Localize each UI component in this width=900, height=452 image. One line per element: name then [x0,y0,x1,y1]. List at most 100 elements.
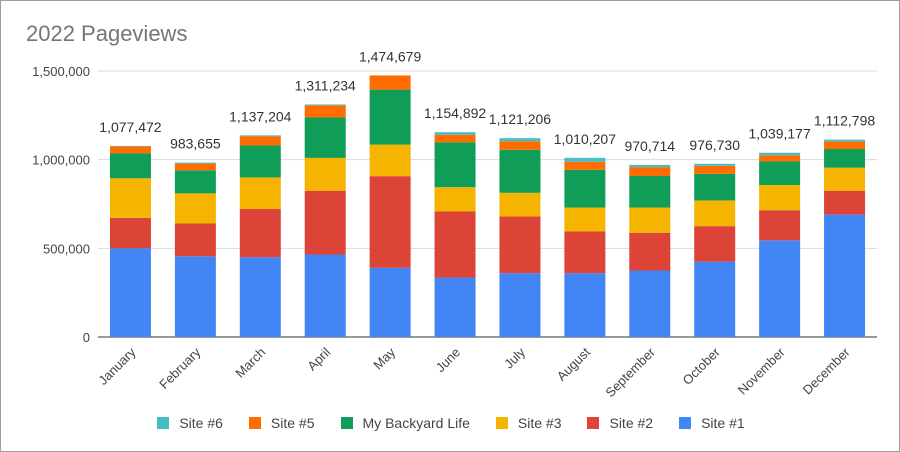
bar-segment [174,163,216,171]
legend-item: Site #6 [157,415,223,431]
bar-segment [759,155,801,162]
y-tick-label: 500,000 [43,241,90,256]
total-label: 1,474,679 [359,48,421,64]
total-label: 1,137,204 [229,108,291,124]
bar-segment [694,226,736,262]
bar-segment [499,149,541,193]
bar-segment [369,89,411,145]
bar-segment [304,105,346,118]
bar-segment [824,214,866,337]
y-tick-label: 0 [83,330,90,345]
legend-item: Site #2 [587,415,653,431]
total-label: 1,010,207 [554,131,616,147]
bar-segment [434,134,476,143]
bar-segment [239,135,281,137]
x-tick-label: June [433,345,464,376]
bar-segment [304,254,346,337]
x-tick-label: August [554,344,593,383]
legend-label: Site #1 [701,415,745,431]
bar-segment [434,132,476,135]
legend-swatch [587,417,600,429]
bar-segment [499,138,541,142]
bar-segment [304,157,346,191]
bar-segment [434,142,476,188]
bar-segment [694,200,736,227]
x-tick-label: November [735,344,788,397]
x-tick-label: December [800,344,853,397]
bar-segment [564,273,606,337]
total-label: 1,121,206 [489,111,551,127]
bar-segment [174,256,216,337]
legend-swatch [248,417,261,429]
bar-segment [824,149,866,168]
bar-segment [759,185,801,211]
legend-label: Site #3 [517,415,562,431]
bar-segment [629,164,671,168]
bar-segment [564,207,606,232]
bar-segment [369,144,411,177]
bar-segment [304,190,346,255]
bar-segment [499,273,541,337]
total-label: 1,039,177 [748,126,810,142]
legend-item: Site #5 [248,415,315,431]
bar-segment [694,163,736,166]
total-label: 976,730 [689,137,740,153]
y-tick-label: 1,000,000 [32,153,90,168]
y-tick-label: 1,500,000 [32,64,90,79]
legend-item: My Backyard Life [340,415,470,431]
x-tick-label: February [156,344,204,392]
x-tick-label: October [680,344,724,388]
chart-title: 2022 Pageviews [26,21,188,46]
bar-segment [369,75,411,90]
x-tick-label: March [232,345,268,381]
bar-segment [629,270,671,337]
bar-segment [629,175,671,208]
total-label: 983,655 [170,136,221,152]
legend-swatch [679,417,692,429]
bar-segment [694,173,736,201]
bar-segment [174,170,216,194]
total-label: 970,714 [624,138,675,154]
bar-segment [174,193,216,224]
legend-swatch [340,417,353,429]
bar-segment [694,165,736,174]
bar-segment [239,177,281,209]
bar-segment [759,161,801,186]
bar-segment [109,217,151,249]
bar-segment [564,157,606,162]
legend-swatch [157,417,170,429]
bar-segment [109,153,151,179]
chart-legend: Site #6 Site #5 My Backyard Life Site #3 Sit… [1,411,900,435]
x-tick-label: May [370,344,398,372]
bar-segment [564,161,606,170]
bar-segment [824,190,866,215]
total-label: 1,154,892 [424,105,486,121]
legend-label: Site #6 [179,415,223,431]
bar-segment [564,169,606,208]
bar-segment [239,257,281,337]
bar-segment [694,261,736,337]
bar-segment [304,117,346,158]
bar-segment [824,141,866,150]
bar-segment [109,178,151,218]
x-tick-label: January [95,344,139,388]
bar-segment [629,207,671,233]
bar-segment [499,192,541,217]
bar-segment [759,152,801,156]
bar-segment [434,277,476,337]
legend-item: Site #1 [679,415,745,431]
bar-segment [824,139,866,142]
bar-segment [759,210,801,241]
bar-segment [434,187,476,212]
bar-segment [174,162,216,164]
bar-segment [239,136,281,146]
legend-label: Site #5 [270,415,315,431]
legend-item: Site #3 [495,415,562,431]
total-label: 1,311,234 [295,77,356,93]
bar-segment [499,141,541,150]
bar-segment [629,167,671,176]
bar-segment [239,145,281,178]
bar-segment [109,146,151,154]
bar-segment [369,176,411,268]
